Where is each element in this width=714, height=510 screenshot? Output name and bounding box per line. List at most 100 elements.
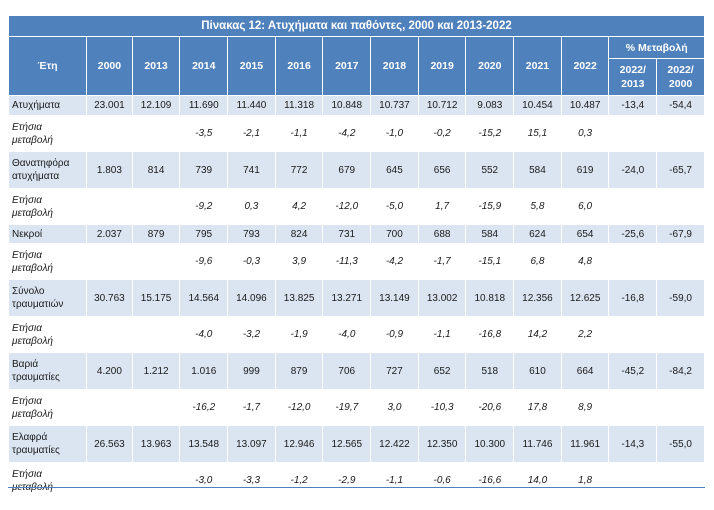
metric-value: 793 [227, 224, 276, 244]
metric-value: 584 [513, 151, 562, 189]
annual-change-value: -4,2 [370, 243, 419, 280]
annual-change-value: 14,0 [513, 462, 562, 499]
annual-change-value: 0,3 [227, 188, 276, 225]
metric-value: 4.200 [86, 352, 133, 390]
annual-change-value: -15,9 [465, 188, 515, 225]
annual-change-value: -0,6 [417, 462, 467, 499]
annual-change-value: -20,6 [465, 389, 515, 426]
annual-change-value [86, 188, 133, 225]
metric-value: 13.963 [131, 425, 181, 463]
metric-value: 10.454 [513, 95, 562, 116]
title-row: Πίνακας 12: Ατυχήματα και παθόντες, 2000… [8, 15, 705, 37]
metric-value: 706 [322, 352, 372, 390]
metric-value: 656 [417, 151, 467, 189]
label-line: μεταβολή [12, 481, 53, 493]
annual-change-value [86, 316, 133, 353]
metric-value: 10.737 [370, 95, 419, 116]
metric-value: 814 [131, 151, 181, 189]
change-header: % Μεταβολή [608, 36, 705, 59]
label-line: τραυματιών [12, 299, 64, 310]
annual-change-label: Ετήσια μεταβολή [7, 462, 88, 499]
annual-change-value: 4,2 [274, 188, 324, 225]
label-line: τραυματίες [12, 445, 60, 456]
annual-change-row: Ετήσια μεταβολή -16,2 -1,7 -12,0 -19,7 3,0 -10,… [7, 389, 705, 426]
annual-change-value: -16,6 [465, 462, 515, 499]
annual-change-value: -12,0 [274, 389, 324, 426]
metric-value: 741 [227, 151, 276, 189]
year-header-2022: 2022 [560, 36, 610, 96]
annual-change-value: -16,2 [179, 389, 229, 426]
annual-change-value: -2,9 [322, 462, 372, 499]
annual-change-value: -1,0 [370, 115, 419, 152]
metric-value: 13.097 [227, 425, 276, 463]
metric-value: 664 [560, 352, 610, 390]
metric-value: 727 [370, 352, 419, 390]
annual-change-row: Ετήσια μεταβολή -3,0 -3,3 -1,2 -2,9 -1,1 -0,6 -1… [7, 462, 705, 499]
annual-change-value [131, 316, 181, 353]
annual-change-value: -11,3 [322, 243, 372, 280]
annual-change-value: 0,3 [560, 115, 610, 152]
label-line: 2022/ [667, 64, 694, 76]
annual-change-value: 3,9 [274, 243, 324, 280]
annual-change-value: 6,0 [560, 188, 610, 225]
annual-change-value: -5,0 [370, 188, 419, 225]
accidents-table-container: Πίνακας 12: Ατυχήματα και παθόντες, 2000… [7, 15, 705, 499]
metric-value: 624 [513, 224, 562, 244]
metric-value: 739 [179, 151, 229, 189]
annual-change-value: -1,1 [274, 115, 324, 152]
annual-change-value [131, 188, 181, 225]
annual-change-value [86, 243, 133, 280]
metric-value: 14.564 [179, 279, 229, 317]
pct-change-value: -55,0 [656, 425, 705, 463]
metric-value: 11.961 [560, 425, 610, 463]
empty-cell [656, 188, 705, 225]
metric-value: 13.825 [274, 279, 324, 317]
metric-row: Σύνολο τραυματιών 30.763 15.175 14.564 14.096… [7, 279, 705, 317]
annual-change-value: -3,5 [179, 115, 229, 152]
annual-change-value: -4,0 [179, 316, 229, 353]
metric-value: 552 [465, 151, 515, 189]
metric-value: 10.818 [465, 279, 515, 317]
pct-change-value: -45,2 [608, 352, 658, 390]
year-header-2015: 2015 [227, 36, 276, 96]
label-line: Ετήσια [12, 395, 42, 407]
annual-change-value: 8,9 [560, 389, 610, 426]
annual-change-value: -16,8 [465, 316, 515, 353]
metric-value: 619 [560, 151, 610, 189]
annual-change-value: -15,1 [465, 243, 515, 280]
annual-change-value [86, 462, 133, 499]
metric-value: 879 [131, 224, 181, 244]
metric-label: Ελαφρά τραυματίες [7, 425, 88, 463]
metric-label: Ατυχήματα [7, 95, 88, 116]
annual-change-value: 1,8 [560, 462, 610, 499]
empty-cell [656, 462, 705, 499]
pct-change-value: -65,7 [656, 151, 705, 189]
annual-change-value: 15,1 [513, 115, 562, 152]
annual-change-value: -3,3 [227, 462, 276, 499]
metric-value: 10.300 [465, 425, 515, 463]
metric-value: 731 [322, 224, 372, 244]
empty-cell [608, 389, 658, 426]
label-line: μεταβολή [12, 408, 53, 420]
annual-change-value: 6,8 [513, 243, 562, 280]
label-line: μεταβολή [12, 335, 53, 347]
annual-change-value: -10,3 [417, 389, 467, 426]
pct-change-value: -67,9 [656, 224, 705, 244]
annual-change-value: -3,0 [179, 462, 229, 499]
metric-value: 11.690 [179, 95, 229, 116]
year-header-2019: 2019 [417, 36, 467, 96]
metric-value: 14.096 [227, 279, 276, 317]
metric-label: Θανατηφόρα ατυχήματα [7, 151, 88, 189]
annual-change-value: -1,2 [274, 462, 324, 499]
label-line: Ετήσια [12, 194, 42, 206]
accidents-table: Πίνακας 12: Ατυχήματα και παθόντες, 2000… [7, 15, 705, 499]
metric-value: 12.356 [513, 279, 562, 317]
metric-value: 2.037 [86, 224, 133, 244]
label-line: Ετήσια [12, 121, 42, 133]
metric-value: 772 [274, 151, 324, 189]
annual-change-value: 5,8 [513, 188, 562, 225]
metric-row: Ελαφρά τραυματίες 26.563 13.963 13.548 13.097… [7, 425, 705, 463]
metric-value: 10.712 [417, 95, 467, 116]
annual-change-value [131, 462, 181, 499]
metric-value: 12.109 [131, 95, 181, 116]
